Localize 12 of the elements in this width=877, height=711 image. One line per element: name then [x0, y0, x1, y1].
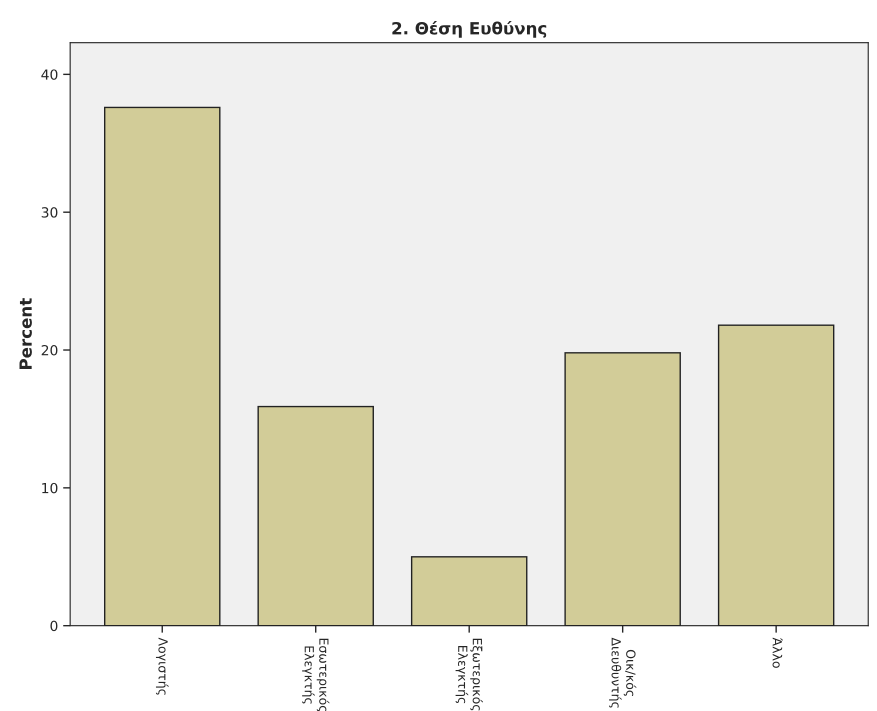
x-tick-label: Άλλο — [772, 638, 783, 668]
y-tick-label: 40 — [41, 69, 58, 80]
y-tick-label: 30 — [42, 207, 58, 218]
y-tick-label: 10 — [42, 482, 58, 494]
y-tick-label: 20 — [42, 344, 58, 356]
chart-title: 2. Θέση Ευθύνης — [392, 20, 546, 38]
y-tick-label: 0 — [50, 620, 58, 632]
y-axis-title: Percent — [20, 298, 32, 370]
x-tick-label: Οικ/κός Διευθυντής — [609, 638, 636, 708]
x-tick-label: Εσωτερικός Ελεγκτής — [302, 638, 330, 711]
x-tick-label: Λογιστής — [156, 638, 169, 695]
x-tick-label: Εξωτερικός Ελεγκτής — [456, 638, 483, 710]
